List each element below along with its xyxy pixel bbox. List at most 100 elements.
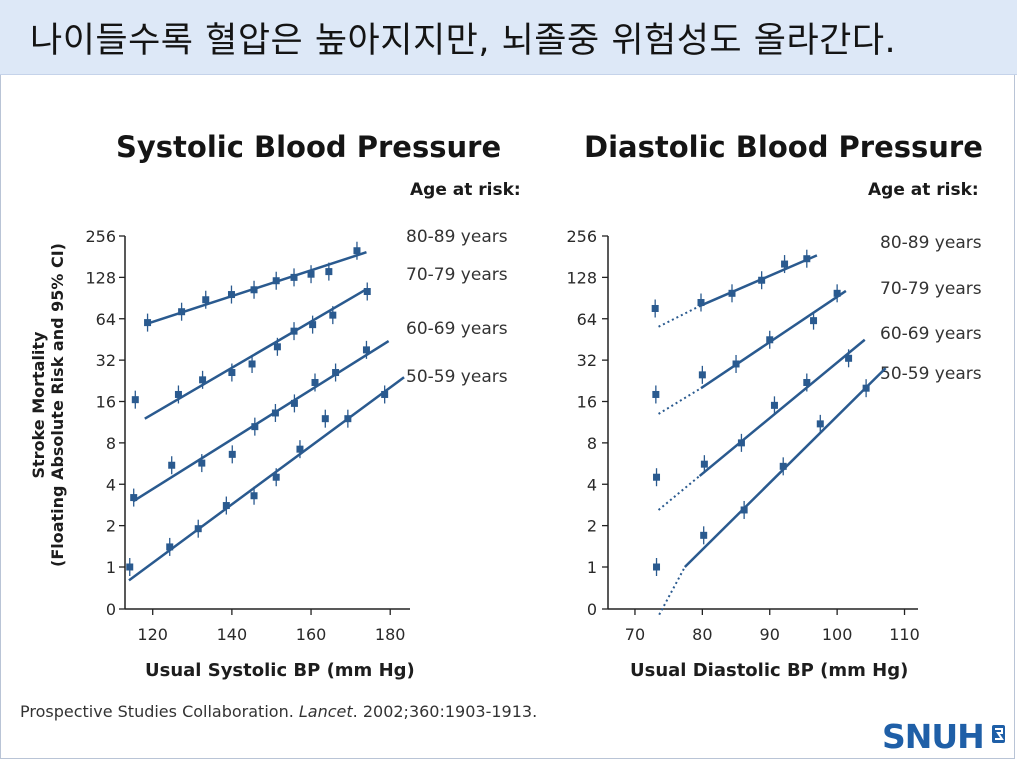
systolic-series-80-89-years-point xyxy=(144,319,152,327)
systolic-series-50-59-years-point xyxy=(321,415,329,423)
citation-journal: Lancet xyxy=(298,702,353,721)
diastolic-series-60-69-years-point xyxy=(737,439,745,447)
diastolic-series-80-89-years-extrapolation xyxy=(658,304,702,328)
systolic-series-80-89-years-point xyxy=(290,273,298,281)
diastolic-series-80-89-years-point xyxy=(697,299,705,307)
diastolic-series-80-89-years-point xyxy=(651,304,659,312)
diastolic-y-tick-label: 1 xyxy=(587,558,597,577)
systolic-series-70-79-years-point xyxy=(248,360,256,368)
diastolic-x-tick-label: 80 xyxy=(692,625,712,644)
diastolic-series-80-89-years-point xyxy=(781,260,789,268)
diastolic-series-70-79-years-point xyxy=(810,317,818,325)
systolic-series-80-89-years-point xyxy=(307,270,315,278)
diastolic-series-70-79-years-point xyxy=(652,390,660,398)
diastolic-series-50-59-years-point xyxy=(653,563,661,571)
diastolic-series-60-69-years-point xyxy=(653,473,661,481)
systolic-chart-title: Systolic Blood Pressure xyxy=(116,130,502,164)
diastolic-series-80-89-years-point xyxy=(803,255,811,263)
diastolic-series-80-89-years-point xyxy=(728,289,736,297)
systolic-x-tick-label: 140 xyxy=(217,625,248,644)
diastolic-y-tick-label: 256 xyxy=(566,227,597,246)
diastolic-y-tick-label: 64 xyxy=(577,310,597,329)
systolic-y-tick-label: 64 xyxy=(96,310,116,329)
diastolic-y-tick-label: 4 xyxy=(587,475,597,494)
diastolic-legend-title: Age at risk: xyxy=(868,180,979,200)
snuh-logo-mark-icon xyxy=(992,725,1005,743)
citation-details: . 2002;360:1903-1913. xyxy=(352,702,538,721)
systolic-series-60-69-years-point xyxy=(130,494,138,502)
diastolic-y-tick-label: 8 xyxy=(587,434,597,453)
diastolic-series-50-59-years-point xyxy=(816,420,824,428)
diastolic-series-60-69-years-point xyxy=(845,354,853,362)
diastolic-series-70-79-years-point xyxy=(833,289,841,297)
systolic-series-70-79-years-point xyxy=(363,288,371,296)
systolic-legend-50-59: 50-59 years xyxy=(406,367,508,387)
citation-authors: Prospective Studies Collaboration. xyxy=(20,702,299,721)
diastolic-y-tick-label: 16 xyxy=(577,393,597,412)
diastolic-legend-50-59: 50-59 years xyxy=(880,364,982,384)
diastolic-series-70-79-years-fit-line xyxy=(700,289,847,390)
systolic-series-60-69-years-point xyxy=(198,459,206,467)
systolic-y-tick-label: 16 xyxy=(96,393,116,412)
systolic-x-tick-label: 160 xyxy=(296,625,327,644)
systolic-series-70-79-years-point xyxy=(309,321,317,329)
systolic-legend-70-79: 70-79 years xyxy=(406,265,508,285)
diastolic-series-70-79-years-point xyxy=(766,336,774,344)
diastolic-y-tick-label: 128 xyxy=(566,268,597,287)
diastolic-x-tick-label: 110 xyxy=(889,625,920,644)
systolic-series-80-89-years-point xyxy=(178,308,186,316)
systolic-y-tick-label: 8 xyxy=(106,434,116,453)
diastolic-chart-title: Diastolic Blood Pressure xyxy=(584,130,983,164)
diastolic-series-80-89-years-point xyxy=(758,276,766,284)
systolic-series-50-59-years-point xyxy=(126,563,134,571)
diastolic-series-60-69-years-point xyxy=(803,378,811,386)
systolic-plot: 0 1 2 4 8 16 32 64 128 256 120 140 160 180 xyxy=(85,227,410,644)
diastolic-series-50-59-years-point xyxy=(740,506,748,514)
diastolic-y-tick-label: 32 xyxy=(577,351,597,370)
systolic-series-50-59-years-point xyxy=(272,473,280,481)
diastolic-legend-60-69: 60-69 years xyxy=(880,324,982,344)
diastolic-x-tick-label: 100 xyxy=(822,625,853,644)
systolic-y-tick-label: 128 xyxy=(85,268,116,287)
systolic-x-axis-label: Usual Systolic BP (mm Hg) xyxy=(145,660,415,681)
systolic-y-tick-label: 0 xyxy=(106,600,116,619)
diastolic-x-tick-label: 90 xyxy=(760,625,780,644)
diastolic-series-50-59-years-point xyxy=(779,462,787,470)
systolic-legend-title: Age at risk: xyxy=(410,180,521,200)
diastolic-x-tick-label: 70 xyxy=(625,625,645,644)
systolic-series-50-59-years-point xyxy=(166,543,174,551)
systolic-x-tick-label: 180 xyxy=(375,625,406,644)
systolic-series-60-69-years-point xyxy=(311,378,319,386)
systolic-series-60-69-years-point xyxy=(362,346,370,354)
snuh-logo: SNUH xyxy=(882,717,985,756)
systolic-y-tick-label: 32 xyxy=(96,351,116,370)
diastolic-x-axis-label: Usual Diastolic BP (mm Hg) xyxy=(630,660,909,681)
systolic-series-80-89-years-point xyxy=(202,296,210,304)
systolic-series-70-79-years-point xyxy=(174,390,182,398)
systolic-series-50-59-years-point xyxy=(250,492,258,500)
diastolic-series-60-69-years-point xyxy=(700,460,708,468)
diastolic-series-70-79-years-extrapolation xyxy=(658,387,702,415)
diastolic-series-70-79-years-point xyxy=(698,371,706,379)
systolic-y-tick-label: 256 xyxy=(85,227,116,246)
systolic-y-tick-label: 2 xyxy=(106,517,116,536)
systolic-series-70-79-years-point xyxy=(329,311,337,319)
diastolic-series-60-69-years-fit-line xyxy=(698,338,866,477)
slide-title: 나이들수록 혈압은 높아지지만, 뇌졸중 위험성도 올라간다. xyxy=(30,21,897,61)
systolic-series-70-79-years-point xyxy=(199,376,207,384)
systolic-series-50-59-years-point xyxy=(296,445,304,453)
systolic-series-50-59-years-point xyxy=(381,390,389,398)
diastolic-series-50-59-years-point xyxy=(862,384,870,392)
systolic-series-60-69-years-point xyxy=(271,409,279,417)
systolic-series-60-69-years-point xyxy=(168,461,176,469)
systolic-series-60-69-years-fit-line xyxy=(132,340,390,503)
systolic-series-50-59-years-point xyxy=(344,415,352,423)
diastolic-series-60-69-years-point xyxy=(770,401,778,409)
systolic-series-60-69-years-point xyxy=(251,423,259,431)
systolic-series-70-79-years-point xyxy=(290,327,298,335)
diastolic-y-tick-label: 0 xyxy=(587,600,597,619)
systolic-series-80-89-years-point xyxy=(325,268,333,276)
systolic-series-50-59-years-point xyxy=(194,525,202,533)
systolic-series-50-59-years-point xyxy=(222,502,230,510)
